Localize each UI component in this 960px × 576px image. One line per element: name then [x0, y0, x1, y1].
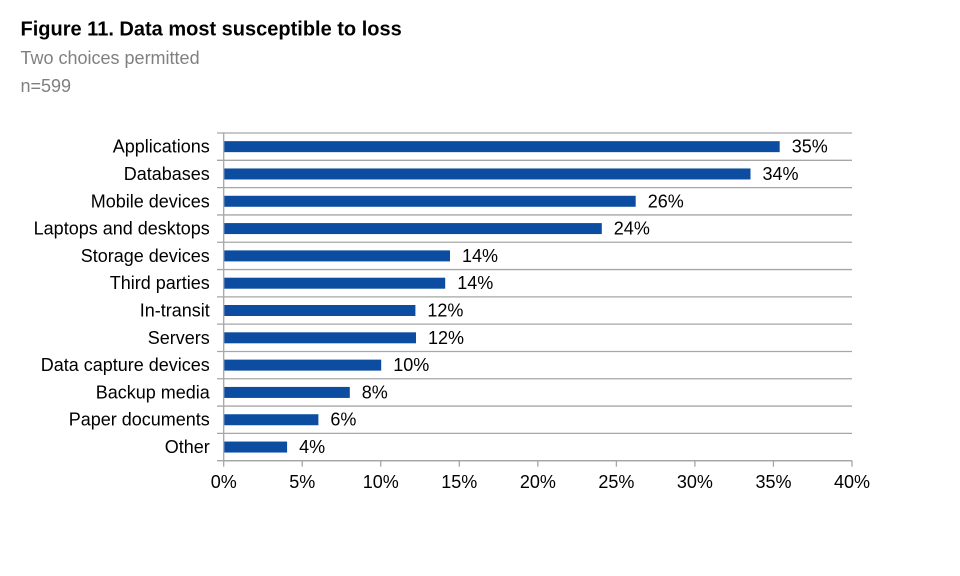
svg-text:Servers: Servers	[148, 328, 210, 348]
svg-text:8%: 8%	[362, 382, 388, 402]
svg-text:14%: 14%	[457, 273, 493, 293]
svg-text:12%: 12%	[428, 328, 464, 348]
svg-text:10%: 10%	[363, 472, 399, 492]
svg-text:Paper documents: Paper documents	[69, 410, 210, 430]
svg-text:4%: 4%	[299, 437, 325, 457]
svg-text:Storage devices: Storage devices	[81, 246, 210, 266]
svg-text:Data capture devices: Data capture devices	[41, 355, 210, 375]
svg-text:24%: 24%	[614, 219, 650, 239]
svg-text:15%: 15%	[441, 472, 477, 492]
svg-text:Two choices permitted: Two choices permitted	[21, 48, 200, 68]
svg-text:Backup media: Backup media	[96, 382, 211, 402]
svg-text:n=599: n=599	[21, 76, 72, 96]
svg-text:Databases: Databases	[124, 164, 210, 184]
svg-text:0%: 0%	[211, 472, 237, 492]
svg-text:40%: 40%	[834, 472, 870, 492]
svg-text:25%: 25%	[598, 472, 634, 492]
svg-text:10%: 10%	[393, 355, 429, 375]
svg-text:Figure 11. Data most susceptib: Figure 11. Data most susceptible to loss	[21, 19, 402, 41]
svg-text:35%: 35%	[792, 137, 828, 157]
svg-text:5%: 5%	[289, 472, 315, 492]
svg-text:14%: 14%	[462, 246, 498, 266]
svg-text:35%: 35%	[755, 472, 791, 492]
svg-text:34%: 34%	[763, 164, 799, 184]
svg-text:12%: 12%	[427, 301, 463, 321]
svg-text:26%: 26%	[648, 191, 684, 211]
svg-text:20%: 20%	[520, 472, 556, 492]
svg-text:Laptops and desktops: Laptops and desktops	[34, 219, 210, 239]
svg-text:Third parties: Third parties	[110, 273, 210, 293]
svg-text:Applications: Applications	[113, 137, 210, 157]
svg-text:6%: 6%	[330, 410, 356, 430]
svg-text:30%: 30%	[677, 472, 713, 492]
svg-text:Mobile devices: Mobile devices	[91, 191, 210, 211]
svg-text:Other: Other	[165, 437, 210, 457]
svg-text:In-transit: In-transit	[140, 301, 210, 321]
